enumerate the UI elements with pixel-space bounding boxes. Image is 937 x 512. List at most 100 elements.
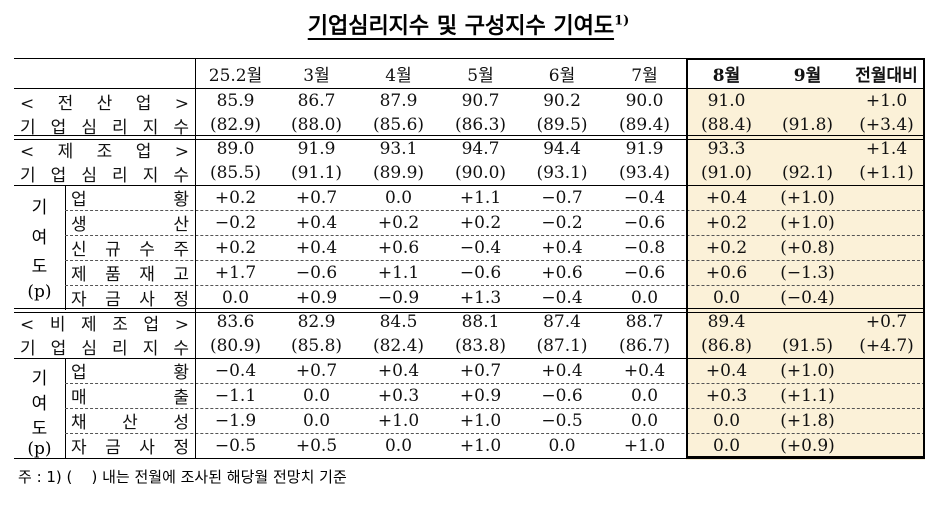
- contribution-value: −0.5: [214, 435, 257, 456]
- rule: [65, 433, 925, 434]
- forecast-value: (85.5): [209, 163, 262, 183]
- contribution-value: 0.0: [302, 385, 331, 406]
- rule: [65, 235, 925, 236]
- rule: [65, 185, 66, 310]
- contribution-value: +1.0: [623, 435, 666, 456]
- value: 93.3: [707, 139, 746, 159]
- forecast-value: (89.4): [618, 115, 671, 135]
- label-text: 신 규 수 주: [71, 240, 189, 260]
- label-text: < 비 제 조 업 >: [20, 314, 189, 335]
- label-text: 업 황: [71, 363, 189, 383]
- contribution-value: (+0.9): [780, 435, 835, 456]
- contribution-value: −1.9: [214, 410, 257, 431]
- value: +1.4: [865, 139, 908, 159]
- forecast-value: (93.4): [618, 163, 671, 183]
- rule: [686, 58, 925, 458]
- value: 87.4: [543, 312, 581, 332]
- header-cell: 7월: [631, 65, 658, 86]
- forecast-value: (+1.1): [859, 163, 914, 183]
- label-text: 기 업 심 리 지 수: [20, 165, 189, 186]
- section-name: < 제 조 업 >: [14, 137, 195, 162]
- contribution-value: (+1.0): [780, 360, 835, 381]
- contribution-value: +0.2: [214, 187, 257, 208]
- forecast-value: (91.0): [700, 163, 753, 183]
- rule: [65, 210, 925, 211]
- contribution-value: −0.2: [541, 212, 583, 233]
- contribution-value: −0.2: [214, 212, 257, 233]
- contribution-value: −0.5: [541, 410, 583, 431]
- forecast-value: (82.4): [372, 336, 425, 356]
- group-label-char: 기: [31, 198, 48, 219]
- contribution-value: +1.7: [214, 262, 257, 283]
- label-text: 채 산 성: [71, 413, 189, 433]
- header-cell: 3월: [303, 65, 330, 86]
- value: 83.6: [216, 312, 255, 332]
- title-wrap: 기업심리지수 및 구성지수 기여도1): [0, 8, 937, 40]
- value: 82.9: [297, 312, 336, 332]
- index-label: 기 업 심 리 지 수: [14, 334, 195, 359]
- index-label: 기 업 심 리 지 수: [14, 161, 195, 186]
- contribution-value: +0.4: [705, 187, 748, 208]
- contribution-value: +0.4: [295, 212, 338, 233]
- label-text: 자 금 사 정: [71, 438, 189, 458]
- group-label-char: (p): [27, 439, 52, 459]
- value: 91.9: [297, 139, 336, 159]
- value: 87.9: [379, 91, 418, 111]
- forecast-value: (89.5): [536, 115, 588, 135]
- value: 88.7: [625, 312, 664, 332]
- item-label: 매 출: [65, 383, 195, 408]
- contribution-value: (−0.4): [780, 287, 835, 308]
- value: 85.9: [216, 91, 255, 111]
- forecast-value: (82.9): [209, 115, 262, 135]
- forecast-value: (80.9): [209, 336, 262, 356]
- contribution-value: +0.4: [295, 237, 338, 258]
- contribution-value: +1.3: [459, 287, 502, 308]
- contribution-value: 0.0: [384, 435, 413, 456]
- group-label-char: 여: [31, 394, 48, 414]
- contribution-value: +0.6: [541, 262, 583, 283]
- contribution-value: +0.6: [705, 262, 748, 283]
- forecast-value: (90.0): [454, 163, 507, 183]
- value: 91.9: [625, 139, 664, 159]
- value: +1.0: [865, 91, 908, 111]
- value: 94.4: [543, 139, 581, 159]
- contribution-value: +0.4: [705, 360, 748, 381]
- contribution-value: +0.2: [214, 237, 257, 258]
- header-cell: 9월: [793, 65, 822, 86]
- contribution-value: 0.0: [302, 410, 331, 431]
- contribution-value: −0.6: [295, 262, 338, 283]
- value: 91.0: [707, 91, 746, 111]
- contribution-value: −0.7: [541, 187, 583, 208]
- label-text: 업 황: [71, 190, 189, 210]
- title-note: 1): [614, 13, 630, 29]
- label-text: < 제 조 업 >: [20, 141, 189, 162]
- value: 90.0: [625, 91, 664, 111]
- item-label: 채 산 성: [65, 408, 195, 433]
- index-label: 기 업 심 리 지 수: [14, 113, 195, 138]
- item-label: 자 금 사 정: [65, 285, 195, 310]
- item-label: 제 품 재 고: [65, 260, 195, 285]
- section-name: < 비 제 조 업 >: [14, 310, 195, 335]
- contribution-value: (+1.1): [780, 385, 835, 406]
- contribution-value: +1.1: [459, 187, 502, 208]
- value: 86.7: [297, 91, 336, 111]
- contribution-value: +1.1: [377, 262, 420, 283]
- contribution-value: −0.9: [377, 287, 420, 308]
- section-name: < 전 산 업 >: [14, 89, 195, 114]
- header-cell: 4월: [385, 65, 412, 86]
- forecast-value: (88.4): [700, 115, 753, 135]
- rule: [65, 260, 925, 261]
- contribution-value: 0.0: [384, 187, 413, 208]
- contribution-value: 0.0: [548, 435, 576, 456]
- contribution-value: −0.6: [623, 262, 666, 283]
- label-text: 매 출: [71, 388, 189, 408]
- forecast-value: (93.1): [536, 163, 588, 183]
- label-text: < 전 산 업 >: [20, 93, 189, 114]
- highlight-bg: [686, 88, 925, 460]
- contribution-value: −0.4: [623, 187, 666, 208]
- label-text: 자 금 사 정: [71, 290, 189, 310]
- label-text: 기 업 심 리 지 수: [20, 338, 189, 359]
- title: 기업심리지수 및 구성지수 기여도: [307, 13, 615, 39]
- contribution-value: +0.7: [295, 187, 338, 208]
- contribution-value: +0.5: [295, 435, 338, 456]
